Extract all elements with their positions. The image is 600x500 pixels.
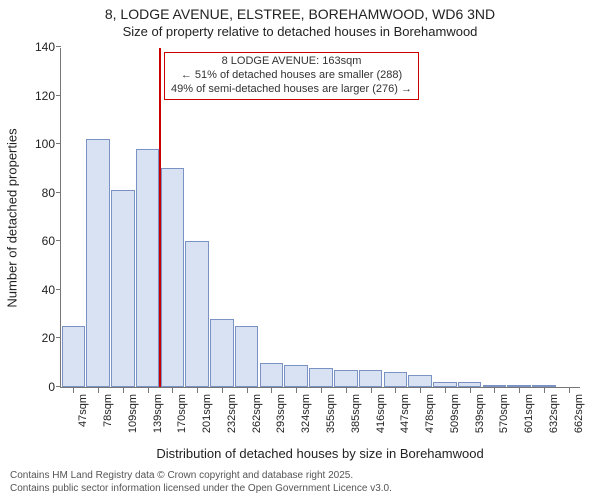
chart-title: 8, LODGE AVENUE, ELSTREE, BOREHAMWOOD, W… <box>0 6 600 22</box>
x-tick-label: 47sqm <box>77 394 89 427</box>
footer-line-2: Contains public sector information licen… <box>10 483 392 496</box>
x-tick-label: 570sqm <box>498 394 510 433</box>
y-tick-label: 120 <box>35 89 61 103</box>
footer-attribution: Contains HM Land Registry data © Crown c… <box>10 470 392 495</box>
y-axis-label: Number of detached properties <box>5 128 20 307</box>
histogram-bar <box>210 319 234 387</box>
x-tick-mark <box>296 388 297 393</box>
y-tick-label: 80 <box>42 186 61 200</box>
y-tick-mark <box>56 289 61 290</box>
histogram-bar <box>384 372 408 387</box>
y-tick-label: 40 <box>42 283 61 297</box>
x-tick-mark <box>148 388 149 393</box>
histogram-bar <box>185 241 209 387</box>
chart-subtitle: Size of property relative to detached ho… <box>0 24 600 39</box>
x-tick-mark <box>321 388 322 393</box>
y-tick-label: 0 <box>48 380 61 394</box>
x-tick-label: 262sqm <box>251 394 263 433</box>
y-tick-mark <box>56 192 61 193</box>
x-tick-label: 478sqm <box>424 394 436 433</box>
property-marker-line <box>159 48 161 387</box>
y-tick-mark <box>56 46 61 47</box>
x-tick-label: 139sqm <box>152 394 164 433</box>
histogram-bar <box>458 382 482 387</box>
x-tick-label: 601sqm <box>523 394 535 433</box>
y-tick-mark <box>56 386 61 387</box>
histogram-bar <box>483 385 507 387</box>
y-tick-label: 20 <box>42 331 61 345</box>
histogram-bar <box>62 326 86 387</box>
x-tick-mark <box>172 388 173 393</box>
annotation-line: 49% of semi-detached houses are larger (… <box>171 83 412 97</box>
x-tick-label: 109sqm <box>127 394 139 433</box>
x-axis-label: Distribution of detached houses by size … <box>156 446 483 461</box>
x-tick-label: 662sqm <box>573 394 585 433</box>
x-tick-mark <box>544 388 545 393</box>
annotation-line: 8 LODGE AVENUE: 163sqm <box>171 55 412 69</box>
x-tick-mark <box>519 388 520 393</box>
x-tick-mark <box>395 388 396 393</box>
histogram-bar <box>433 382 457 387</box>
x-tick-label: 539sqm <box>474 394 486 433</box>
histogram-bar <box>111 190 135 387</box>
x-tick-mark <box>197 388 198 393</box>
y-tick-mark <box>56 143 61 144</box>
x-tick-label: 324sqm <box>300 394 312 433</box>
footer-line-1: Contains HM Land Registry data © Crown c… <box>10 470 392 483</box>
x-tick-mark <box>222 388 223 393</box>
y-tick-mark <box>56 337 61 338</box>
histogram-bar <box>161 168 185 387</box>
x-tick-mark <box>494 388 495 393</box>
x-tick-mark <box>73 388 74 393</box>
x-tick-mark <box>271 388 272 393</box>
x-tick-label: 509sqm <box>449 394 461 433</box>
x-tick-mark <box>346 388 347 393</box>
annotation-box: 8 LODGE AVENUE: 163sqm← 51% of detached … <box>164 52 419 100</box>
histogram-bar <box>86 139 110 387</box>
x-tick-mark <box>123 388 124 393</box>
chart-container: 8, LODGE AVENUE, ELSTREE, BOREHAMWOOD, W… <box>0 0 600 500</box>
x-tick-mark <box>420 388 421 393</box>
histogram-bar <box>532 385 556 387</box>
histogram-bar <box>359 370 383 387</box>
x-tick-label: 416sqm <box>375 394 387 433</box>
y-tick-label: 100 <box>35 137 61 151</box>
x-tick-mark <box>247 388 248 393</box>
x-tick-mark <box>445 388 446 393</box>
y-tick-mark <box>56 95 61 96</box>
x-tick-label: 78sqm <box>102 394 114 427</box>
x-tick-mark <box>98 388 99 393</box>
x-tick-label: 385sqm <box>350 394 362 433</box>
y-tick-label: 140 <box>35 40 61 54</box>
x-tick-label: 447sqm <box>399 394 411 433</box>
histogram-bar <box>507 385 531 387</box>
histogram-bar <box>334 370 358 387</box>
annotation-line: ← 51% of detached houses are smaller (28… <box>171 69 412 83</box>
histogram-bar <box>284 365 308 387</box>
histogram-bar <box>260 363 284 387</box>
x-tick-label: 632sqm <box>548 394 560 433</box>
histogram-bar <box>235 326 259 387</box>
y-tick-label: 60 <box>42 234 61 248</box>
x-tick-label: 201sqm <box>201 394 213 433</box>
histogram-bar <box>408 375 432 387</box>
x-tick-mark <box>371 388 372 393</box>
plot-area: 02040608010012014047sqm78sqm109sqm139sqm… <box>60 48 580 388</box>
x-tick-mark <box>470 388 471 393</box>
x-tick-label: 170sqm <box>176 394 188 433</box>
histogram-bar <box>309 368 333 387</box>
y-tick-mark <box>56 240 61 241</box>
x-tick-label: 232sqm <box>226 394 238 433</box>
x-tick-label: 293sqm <box>275 394 287 433</box>
histogram-bar <box>136 149 160 387</box>
x-tick-mark <box>569 388 570 393</box>
x-tick-label: 355sqm <box>325 394 337 433</box>
